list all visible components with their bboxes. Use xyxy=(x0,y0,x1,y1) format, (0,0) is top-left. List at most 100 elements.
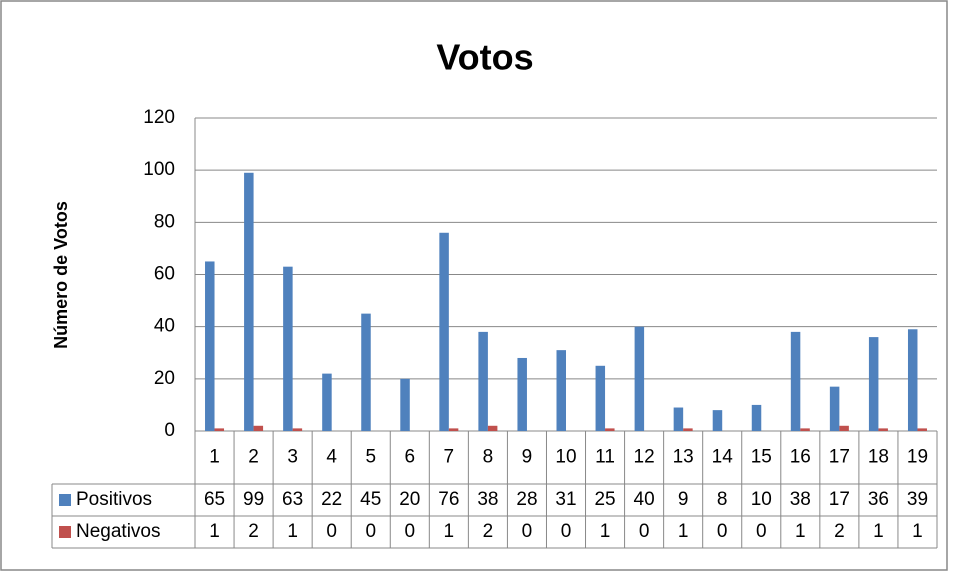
x-tick-label: 16 xyxy=(790,447,811,468)
table-value: 36 xyxy=(868,489,889,510)
bar xyxy=(214,428,225,431)
table-value: 20 xyxy=(399,489,420,510)
bar xyxy=(790,331,801,431)
table-value: 45 xyxy=(360,489,381,510)
x-tick-label: 19 xyxy=(907,447,928,468)
table-value: 1 xyxy=(287,521,298,542)
bar xyxy=(322,373,332,431)
bar xyxy=(683,428,693,431)
legend-label: Positivos xyxy=(76,489,152,510)
legend-label: Negativos xyxy=(76,521,161,542)
y-tick-label: 0 xyxy=(164,420,175,441)
y-axis-label: Número de Votos xyxy=(51,201,71,349)
y-tick-label: 80 xyxy=(154,211,175,232)
table-value: 28 xyxy=(516,489,537,510)
table-value: 9 xyxy=(678,489,689,510)
bar xyxy=(907,329,918,431)
y-tick-label: 100 xyxy=(143,159,175,180)
y-tick-label: 120 xyxy=(143,107,175,128)
bar xyxy=(448,428,459,431)
bar xyxy=(253,425,264,431)
table-value: 8 xyxy=(717,489,728,510)
bar xyxy=(800,428,810,431)
table-value: 76 xyxy=(438,489,459,510)
x-tick-label: 18 xyxy=(868,447,889,468)
bar xyxy=(829,386,840,431)
table-value: 63 xyxy=(282,489,303,510)
bar xyxy=(751,404,762,431)
table-value: 1 xyxy=(912,521,923,542)
table-value: 40 xyxy=(634,489,655,510)
x-tick-label: 5 xyxy=(365,447,376,468)
bar xyxy=(595,365,606,431)
bar xyxy=(673,407,684,431)
table-value: 31 xyxy=(555,489,576,510)
table-value: 0 xyxy=(326,521,337,542)
x-tick-label: 9 xyxy=(522,447,533,468)
x-tick-label: 13 xyxy=(673,447,694,468)
x-tick-label: 15 xyxy=(751,447,772,468)
x-tick-label: 4 xyxy=(326,447,337,468)
legend-key xyxy=(59,526,71,538)
x-tick-label: 3 xyxy=(287,447,298,468)
x-tick-label: 17 xyxy=(829,447,850,468)
x-tick-label: 11 xyxy=(595,447,615,468)
table-value: 39 xyxy=(907,489,928,510)
table-value: 0 xyxy=(756,521,767,542)
bar xyxy=(400,378,410,431)
bar xyxy=(917,428,927,431)
y-tick-label: 20 xyxy=(154,368,175,389)
table-value: 2 xyxy=(248,521,259,542)
table-value: 1 xyxy=(600,521,611,542)
x-tick-label: 2 xyxy=(248,447,259,468)
bar xyxy=(292,428,303,431)
table-value: 0 xyxy=(639,521,650,542)
x-tick-label: 10 xyxy=(555,447,576,468)
table-value: 99 xyxy=(243,489,264,510)
y-tick-label: 40 xyxy=(154,316,175,337)
table-value: 0 xyxy=(561,521,572,542)
table-value: 1 xyxy=(209,521,220,542)
x-tick-label: 6 xyxy=(405,447,416,468)
table-value: 10 xyxy=(751,489,772,510)
x-tick-label: 1 xyxy=(209,447,220,468)
table-value: 1 xyxy=(444,521,455,542)
table-value: 38 xyxy=(790,489,811,510)
bar xyxy=(712,410,723,431)
chart-title: Votos xyxy=(436,37,533,78)
x-tick-label: 7 xyxy=(444,447,455,468)
x-tick-label: 8 xyxy=(483,447,494,468)
table-value: 22 xyxy=(321,489,342,510)
table-value: 65 xyxy=(204,489,225,510)
x-tick-label: 12 xyxy=(634,447,655,468)
table-value: 17 xyxy=(829,489,850,510)
bar xyxy=(439,232,449,431)
x-tick-label: 14 xyxy=(712,447,734,468)
bar xyxy=(361,313,371,431)
bar xyxy=(839,425,849,431)
table-value: 25 xyxy=(594,489,615,510)
bar xyxy=(605,428,615,431)
legend-key xyxy=(59,494,71,506)
table-value: 0 xyxy=(522,521,533,542)
bar xyxy=(244,172,254,431)
table-value: 2 xyxy=(834,521,845,542)
bar xyxy=(878,428,888,431)
table-value: 2 xyxy=(483,521,494,542)
bar xyxy=(487,425,498,431)
bar xyxy=(478,331,488,431)
table-value: 1 xyxy=(795,521,806,542)
y-tick-label: 60 xyxy=(154,264,175,285)
table-value: 0 xyxy=(717,521,728,542)
bar xyxy=(283,266,293,431)
table-value: 1 xyxy=(873,521,884,542)
bar xyxy=(205,261,215,431)
table-value: 0 xyxy=(405,521,416,542)
table-value: 1 xyxy=(678,521,689,542)
table-value: 38 xyxy=(477,489,498,510)
bar xyxy=(868,337,879,431)
bar xyxy=(556,350,566,431)
table-value: 0 xyxy=(365,521,376,542)
